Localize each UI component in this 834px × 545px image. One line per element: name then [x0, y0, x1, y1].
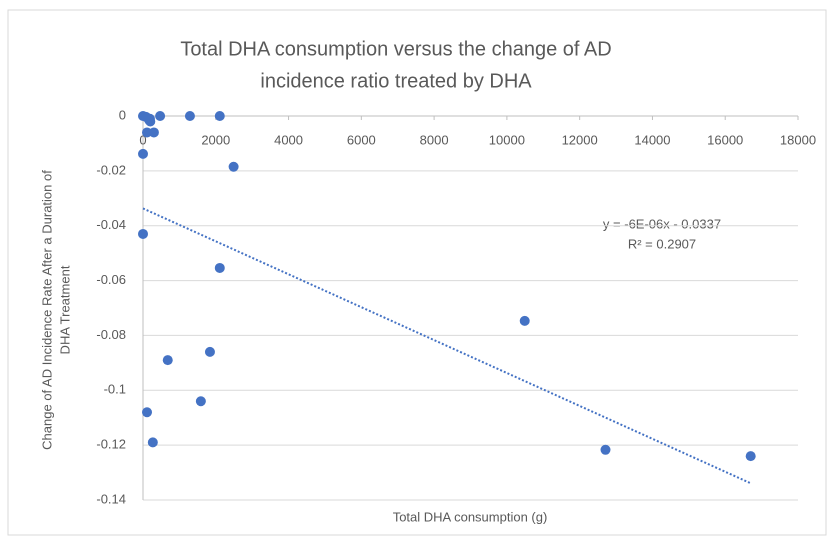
r-squared: R² = 0.2907 — [628, 236, 696, 251]
point — [519, 315, 530, 326]
trendline — [142, 207, 752, 485]
x-tick-label: 6000 — [347, 132, 376, 147]
x-tick-label: 16000 — [707, 132, 743, 147]
y-tick-label: -0.12 — [96, 437, 126, 452]
point — [147, 437, 158, 448]
point — [600, 444, 611, 455]
x-tick-label: 2000 — [201, 132, 230, 147]
x-tick-label: 12000 — [562, 132, 598, 147]
trendline-equation: y = -6E-06x - 0.0337 — [603, 216, 721, 231]
point — [138, 228, 148, 239]
point — [144, 115, 155, 126]
point — [228, 161, 239, 172]
point — [148, 127, 159, 138]
point — [204, 346, 215, 357]
x-tick-label: 0 — [139, 132, 146, 147]
y-tick-label: -0.04 — [96, 217, 126, 232]
y-tick-label: -0.02 — [96, 162, 126, 177]
point — [184, 111, 195, 121]
chart-title: incidence ratio treated by DHA — [260, 70, 532, 92]
x-tick-label: 4000 — [274, 132, 303, 147]
point — [214, 111, 225, 121]
y-tick-label: -0.1 — [104, 382, 126, 397]
x-tick-label: 18000 — [780, 132, 816, 147]
x-tick-label: 10000 — [489, 132, 525, 147]
y-tick-label: -0.08 — [96, 327, 126, 342]
chart-frame — [7, 9, 827, 536]
point — [138, 148, 148, 159]
point — [155, 111, 166, 121]
chart-title: Total DHA consumption versus the change … — [180, 38, 611, 60]
y-axis-label: Change of AD Incidence Rate After a Dura… — [39, 170, 72, 450]
y-tick-label: -0.14 — [96, 491, 126, 506]
point — [195, 396, 206, 407]
y-tick-label: 0 — [119, 107, 126, 122]
point — [745, 451, 756, 462]
x-tick-label: 14000 — [634, 132, 670, 147]
y-tick-label: -0.06 — [96, 272, 126, 287]
x-axis-label: Total DHA consumption (g) — [393, 509, 548, 524]
point — [142, 407, 153, 418]
point — [214, 262, 225, 273]
point — [142, 127, 153, 138]
y-axis-label-line: Change of AD Incidence Rate After a Dura… — [39, 170, 54, 450]
x-tick-label: 8000 — [420, 132, 449, 147]
point — [162, 355, 173, 366]
y-axis-label-line: DHA Treatment — [57, 265, 72, 354]
